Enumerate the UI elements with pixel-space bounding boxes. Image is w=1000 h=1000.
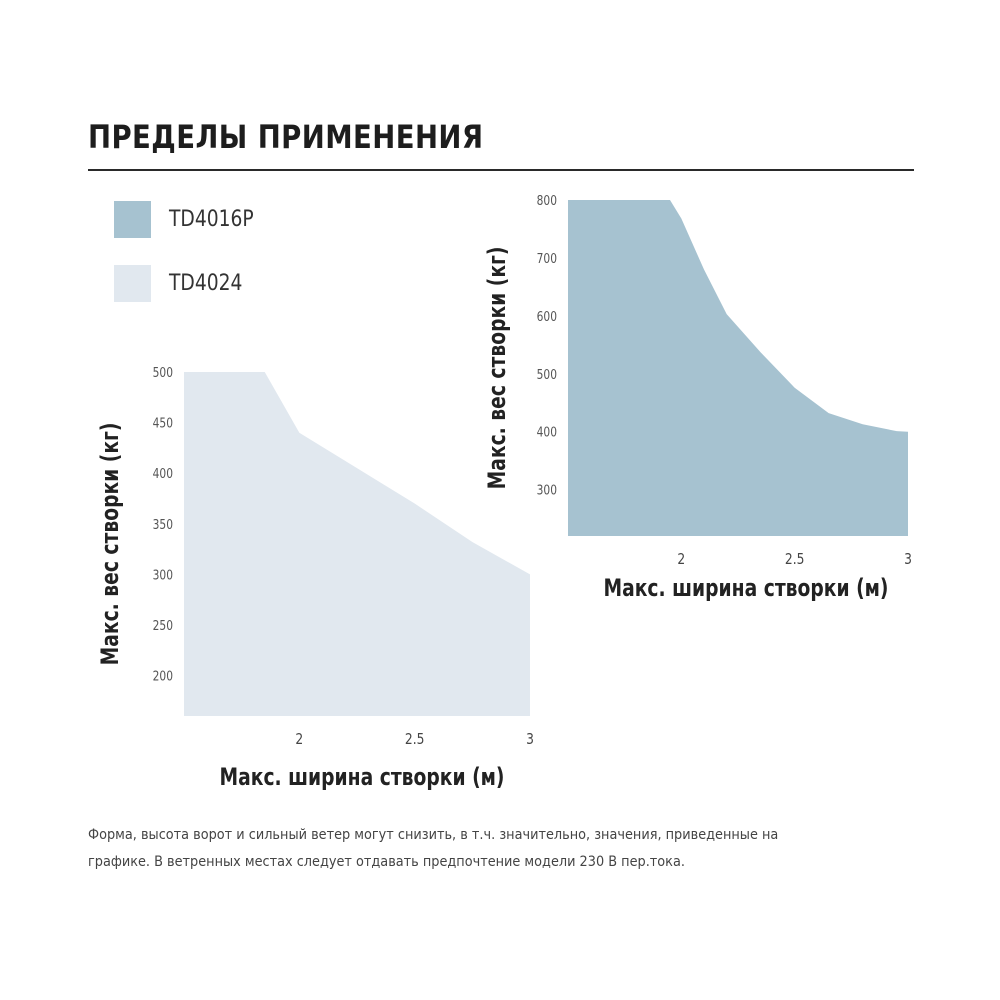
y-tick-label: 400: [153, 466, 173, 481]
x-tick-label: 2: [295, 731, 303, 748]
area-series-td4016p: [568, 200, 908, 536]
legend-swatch-td4016p: [114, 201, 151, 238]
y-tick-label: 500: [537, 367, 557, 382]
x-axis-label: Макс. ширина створки (м): [603, 575, 888, 603]
area-series-td4024: [184, 372, 530, 716]
page-title: ПРЕДЕЛЫ ПРИМЕНЕНИЯ: [88, 118, 484, 156]
y-tick-label: 450: [153, 416, 173, 431]
title-divider: [88, 169, 914, 171]
y-tick-label: 800: [537, 193, 557, 208]
legend-swatch-td4024: [114, 265, 151, 302]
footnote-line-1: Форма, высота ворот и сильный ветер могу…: [88, 827, 779, 843]
y-tick-label: 250: [153, 618, 173, 633]
legend-item-td4024: TD4024: [114, 265, 255, 302]
y-tick-label: 400: [537, 425, 557, 440]
y-axis-label: Макс. вес створки (кг): [484, 247, 512, 490]
x-tick-label: 3: [526, 731, 534, 748]
y-tick-label: 300: [537, 483, 557, 498]
y-tick-label: 350: [153, 517, 173, 532]
x-tick-label: 2.5: [405, 731, 425, 748]
y-tick-label: 500: [153, 365, 173, 380]
x-tick-label: 2.5: [785, 551, 805, 568]
legend-label-td4024: TD4024: [169, 271, 243, 296]
y-tick-label: 200: [153, 669, 173, 684]
y-tick-label: 300: [153, 567, 173, 582]
legend-item-td4016p: TD4016P: [114, 201, 269, 238]
y-tick-label: 600: [537, 309, 557, 324]
footnote: Форма, высота ворот и сильный ветер могу…: [88, 822, 861, 876]
x-tick-label: 3: [904, 551, 912, 568]
y-tick-label: 700: [537, 251, 557, 266]
footnote-line-2: графике. В ветренных местах следует отда…: [88, 854, 685, 870]
x-tick-label: 2: [677, 551, 685, 568]
y-axis-label: Макс. вес створки (кг): [97, 423, 125, 666]
legend-label-td4016p: TD4016P: [169, 207, 254, 232]
x-axis-label: Макс. ширина створки (м): [219, 764, 504, 792]
